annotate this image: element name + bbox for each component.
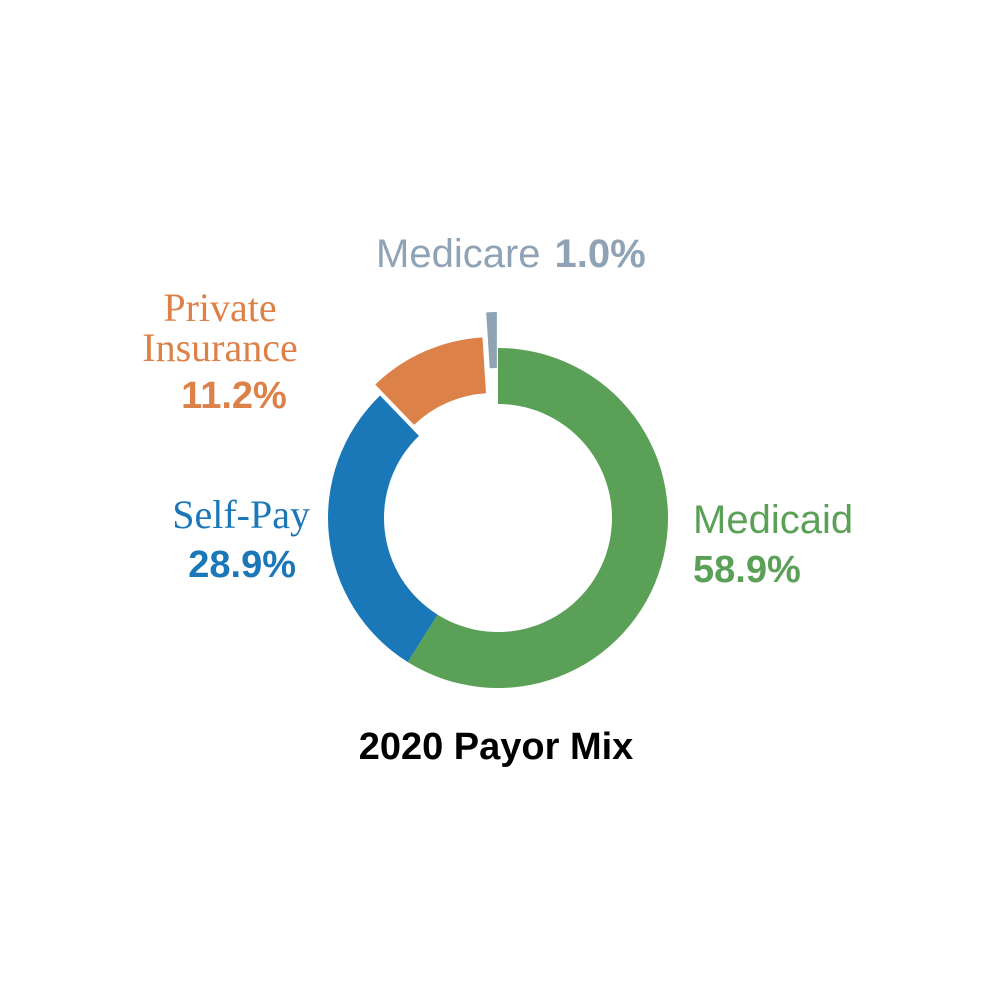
slice	[375, 337, 487, 425]
slice	[407, 348, 669, 689]
value-label: 1.0%	[554, 232, 646, 276]
value-label: 11.2%	[181, 375, 287, 417]
slice	[328, 395, 438, 663]
category-label: Medicare	[376, 232, 541, 276]
data-label: Medicaid 58.9%	[693, 500, 953, 592]
value-label: 28.9%	[188, 544, 296, 586]
data-label: Self-Pay 28.9%	[100, 495, 310, 587]
data-label: Private Insurance 11.2%	[120, 288, 320, 418]
value-label: 58.9%	[693, 549, 801, 591]
category-label: Private Insurance	[142, 285, 298, 370]
data-label: Medicare 1.0%	[376, 232, 696, 276]
category-label: Medicaid	[693, 498, 854, 542]
category-label: Self-Pay	[172, 492, 310, 537]
chart-title: 2020 Payor Mix	[358, 726, 634, 768]
slice	[486, 312, 497, 369]
